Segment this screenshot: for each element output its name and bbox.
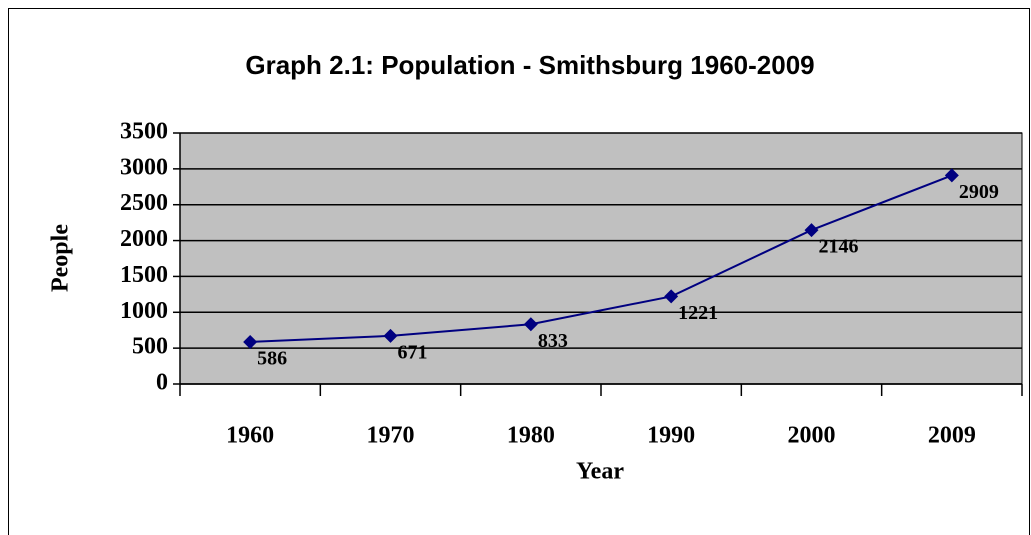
data-marker — [243, 334, 258, 349]
y-tick-label: 0 — [156, 370, 168, 396]
x-axis-label: Year — [576, 459, 624, 485]
data-marker — [804, 223, 819, 238]
data-line — [250, 174, 953, 343]
chart-title: Graph 2.1: Population - Smithsburg 1960-… — [245, 50, 814, 80]
data-label: 2146 — [819, 236, 859, 258]
data-marker — [664, 289, 679, 304]
x-tick-label: 2000 — [788, 423, 836, 449]
data-label: 1221 — [678, 302, 718, 324]
y-tick-label: 500 — [132, 334, 168, 360]
data-label: 671 — [398, 341, 428, 363]
y-tick-label: 1000 — [120, 298, 168, 324]
data-label: 586 — [257, 348, 287, 370]
plot-area — [179, 132, 1023, 385]
data-marker — [383, 328, 398, 343]
data-marker — [523, 317, 538, 332]
data-marker — [944, 168, 959, 183]
y-axis-label: People — [48, 224, 74, 292]
data-label: 2909 — [959, 181, 999, 203]
y-tick-label: 2500 — [120, 190, 168, 216]
y-tick-label: 2000 — [120, 226, 168, 252]
x-tick-label: 1990 — [647, 423, 695, 449]
y-tick-label: 1500 — [120, 262, 168, 288]
x-tick-label: 1960 — [226, 423, 274, 449]
data-label: 833 — [538, 330, 568, 352]
x-tick-label: 1980 — [507, 423, 555, 449]
x-tick-label: 2009 — [928, 423, 976, 449]
y-tick-label: 3000 — [120, 154, 168, 180]
y-tick-label: 3500 — [120, 119, 168, 145]
x-tick-label: 1970 — [367, 423, 415, 449]
